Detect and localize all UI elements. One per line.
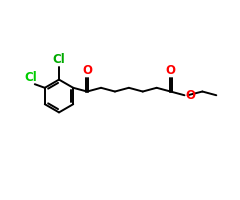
Text: O: O bbox=[82, 64, 92, 77]
Text: Cl: Cl bbox=[24, 71, 37, 84]
Text: Cl: Cl bbox=[53, 53, 65, 66]
Text: O: O bbox=[185, 89, 195, 102]
Text: O: O bbox=[166, 64, 176, 77]
